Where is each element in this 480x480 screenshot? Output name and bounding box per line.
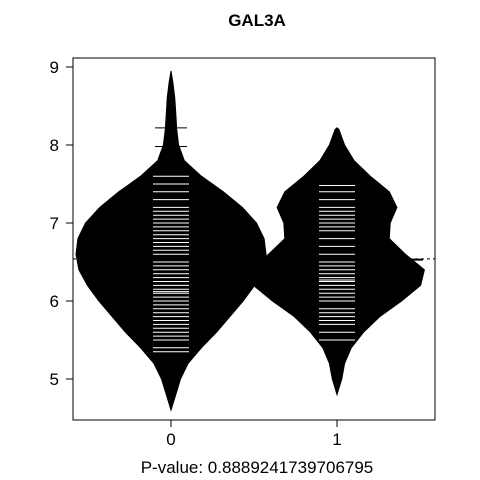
bean-density-1	[249, 127, 425, 397]
chart-title: GAL3A	[228, 11, 286, 30]
bean-density-0	[75, 70, 267, 412]
bean-0	[75, 70, 267, 412]
x-tick-label: 1	[332, 430, 341, 449]
x-axis-label: P-value: 0.8889241739706795	[141, 458, 374, 477]
y-tick-label: 5	[50, 370, 59, 389]
y-tick-label: 8	[50, 136, 59, 155]
bean-1	[249, 127, 425, 397]
beans-layer	[75, 70, 425, 412]
x-tick-label: 0	[166, 430, 175, 449]
y-axis: 5 6 7 8 9	[50, 58, 74, 389]
y-tick-label: 7	[50, 214, 59, 233]
y-tick-label: 6	[50, 292, 59, 311]
y-tick-label: 9	[50, 58, 59, 77]
